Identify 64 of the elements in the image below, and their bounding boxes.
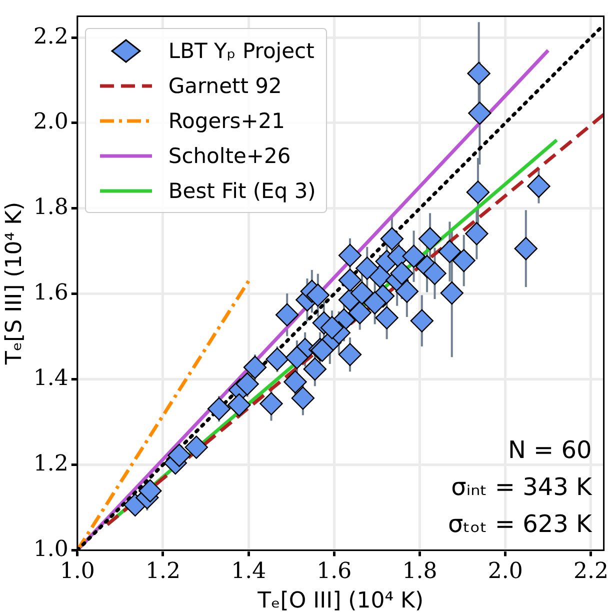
annotation: N = 60 bbox=[508, 436, 592, 464]
x-axis-title: Tₑ[O III] (10⁴ K) bbox=[256, 588, 424, 614]
point bbox=[306, 284, 330, 307]
point bbox=[338, 268, 362, 292]
point bbox=[348, 301, 372, 324]
point bbox=[468, 102, 492, 125]
point bbox=[207, 397, 231, 420]
point bbox=[467, 62, 490, 86]
point bbox=[514, 236, 538, 260]
point bbox=[266, 348, 289, 371]
point bbox=[438, 240, 462, 264]
point bbox=[284, 370, 307, 394]
point bbox=[338, 342, 362, 366]
point bbox=[402, 244, 426, 268]
point bbox=[236, 372, 259, 396]
x-tick-label: 2.2 bbox=[573, 559, 608, 584]
point bbox=[466, 180, 490, 204]
point bbox=[440, 281, 464, 305]
y-tick-label: 2.0 bbox=[33, 110, 68, 135]
y-tick-label: 1.6 bbox=[33, 280, 68, 306]
legend-label: LBT Yₚ Project bbox=[168, 38, 314, 63]
point bbox=[418, 227, 442, 250]
y-tick-label: 1.4 bbox=[33, 366, 68, 392]
point bbox=[465, 222, 488, 246]
annotation: σᵢₙₜ = 343 K bbox=[451, 473, 594, 502]
point bbox=[423, 262, 446, 285]
point bbox=[527, 174, 550, 198]
x-tick-label: 1.6 bbox=[316, 559, 352, 584]
point bbox=[380, 227, 404, 250]
point bbox=[260, 392, 283, 416]
point bbox=[275, 303, 299, 326]
point bbox=[285, 346, 309, 370]
point bbox=[228, 393, 251, 417]
legend-label: Garnett 92 bbox=[168, 74, 282, 98]
point bbox=[291, 386, 315, 410]
point bbox=[138, 479, 162, 502]
x-tick-label: 1.2 bbox=[145, 559, 180, 584]
legend-label: Rogers+21 bbox=[168, 108, 286, 133]
x-tick-label: 2.0 bbox=[488, 559, 523, 584]
point bbox=[338, 244, 362, 268]
legend-label: Best Fit (Eq 3) bbox=[168, 178, 316, 203]
y-axis-title: Tₑ[S III] (10⁴ K) bbox=[2, 202, 27, 366]
point bbox=[303, 357, 327, 381]
point bbox=[390, 262, 414, 285]
point bbox=[350, 281, 374, 305]
point bbox=[363, 291, 386, 314]
point bbox=[395, 280, 419, 303]
point bbox=[375, 306, 398, 330]
point bbox=[452, 248, 476, 272]
x-tick-label: 1.4 bbox=[231, 559, 266, 584]
y-tick-label: 1.8 bbox=[33, 195, 68, 220]
point bbox=[184, 436, 208, 459]
y-tick-label: 2.2 bbox=[33, 24, 68, 50]
point bbox=[243, 356, 267, 379]
point bbox=[168, 444, 191, 467]
y-tick-label: 1.0 bbox=[33, 536, 68, 562]
legend-label: Scholte+26 bbox=[168, 144, 291, 168]
annotation: σₜₒₜ = 623 K bbox=[448, 510, 594, 538]
point bbox=[356, 256, 379, 280]
point bbox=[410, 309, 434, 332]
point bbox=[320, 316, 344, 340]
x-tick-label: 1.8 bbox=[402, 559, 438, 584]
x-tick-label: 1.0 bbox=[60, 559, 95, 584]
y-tick-label: 1.2 bbox=[33, 451, 68, 476]
